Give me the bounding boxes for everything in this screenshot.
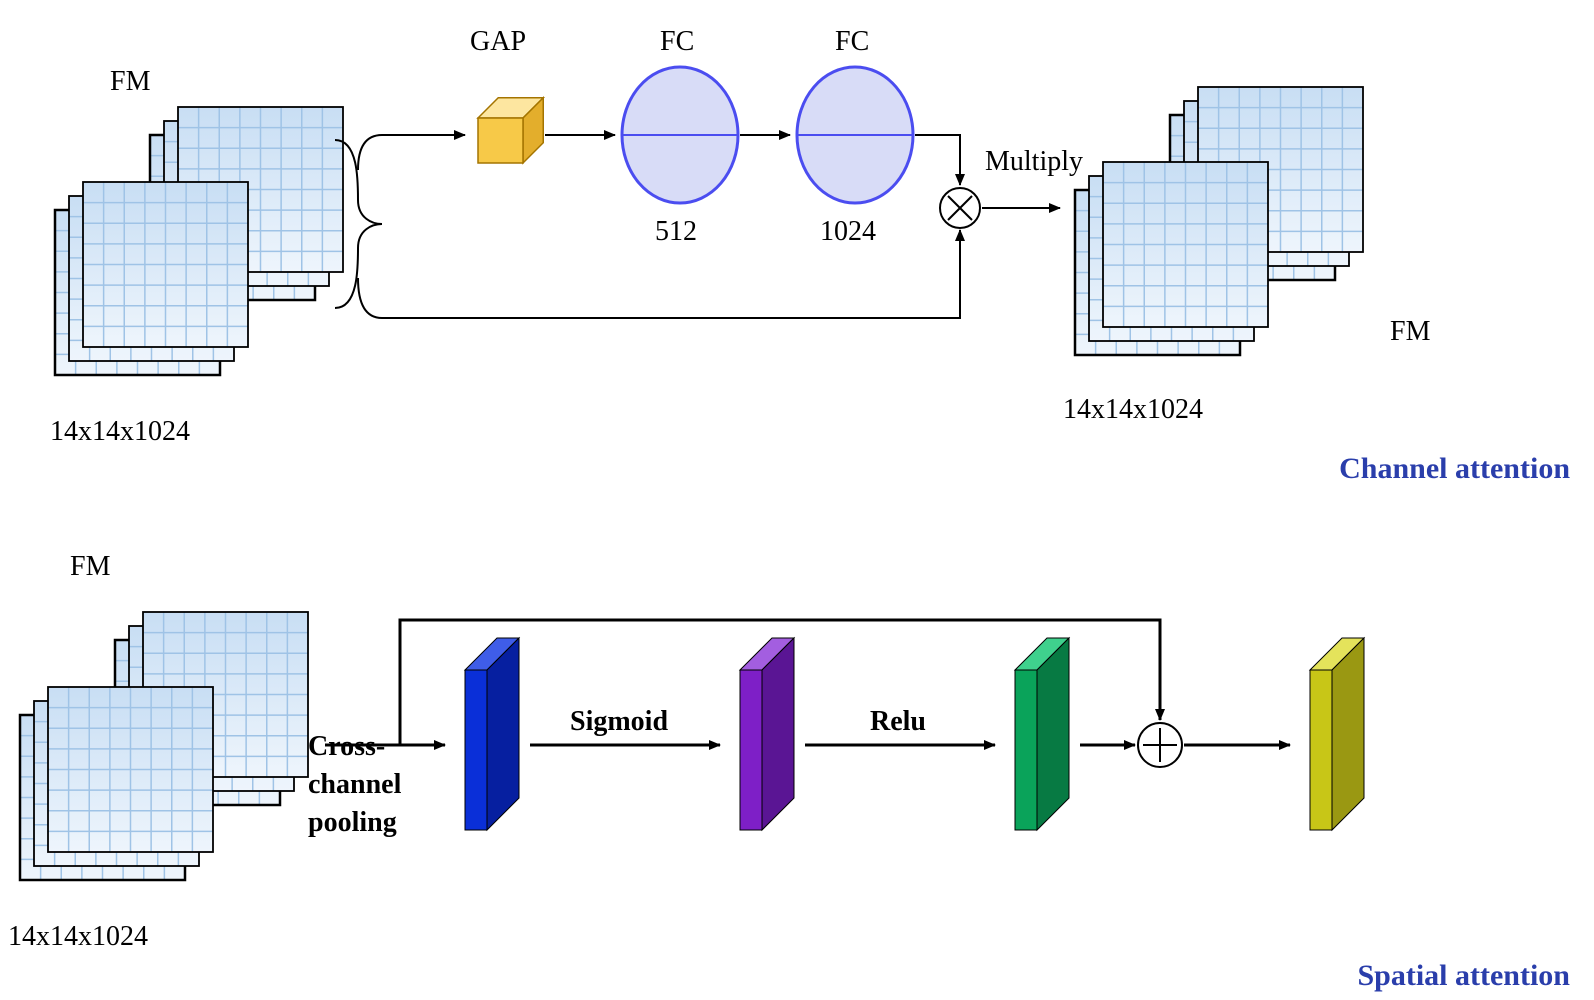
fm-label-bottom: FM [70, 551, 111, 582]
arrow-fc2-multiply [915, 135, 960, 185]
pool-label-1: Cross- [308, 731, 385, 762]
fc1-dim: 512 [655, 216, 697, 247]
brace-top-connector [358, 135, 382, 170]
spatial-attention-diagram: FM 14x14x1024 Cross- channel pooling Sig… [8, 551, 1570, 992]
fm-dim-bottom: 14x14x1024 [8, 921, 148, 952]
fm-dim-left: 14x14x1024 [50, 416, 190, 447]
sigmoid-label: Sigmoid [570, 706, 668, 737]
fm-label-left: FM [110, 66, 151, 97]
fm-stack-bottom [20, 612, 308, 880]
pool-label-2: channel [308, 769, 402, 800]
plus-icon [1138, 723, 1182, 767]
slab-yellow [1310, 638, 1364, 830]
gap-label: GAP [470, 26, 526, 57]
fc2-label: FC [835, 26, 869, 57]
relu-label: Relu [870, 706, 926, 737]
fm-stack-right [1075, 87, 1363, 355]
gap-cube [478, 98, 543, 163]
multiply-label: Multiply [985, 146, 1083, 177]
slab-purple [740, 638, 794, 830]
spatial-attention-title: Spatial attention [1357, 959, 1570, 992]
fc2-dim: 1024 [820, 216, 876, 247]
slab-green [1015, 638, 1069, 830]
fm-stack-left [55, 107, 343, 375]
slab-blue [465, 638, 519, 830]
channel-attention-diagram: FM 14x14x1024 GAP FC 512 FC 1024 [50, 26, 1570, 485]
fm-label-right: FM [1390, 316, 1431, 347]
fc1-label: FC [660, 26, 694, 57]
multiply-icon [940, 188, 980, 228]
channel-attention-title: Channel attention [1339, 452, 1570, 485]
fm-dim-right: 14x14x1024 [1063, 394, 1203, 425]
pool-label-3: pooling [308, 807, 397, 838]
